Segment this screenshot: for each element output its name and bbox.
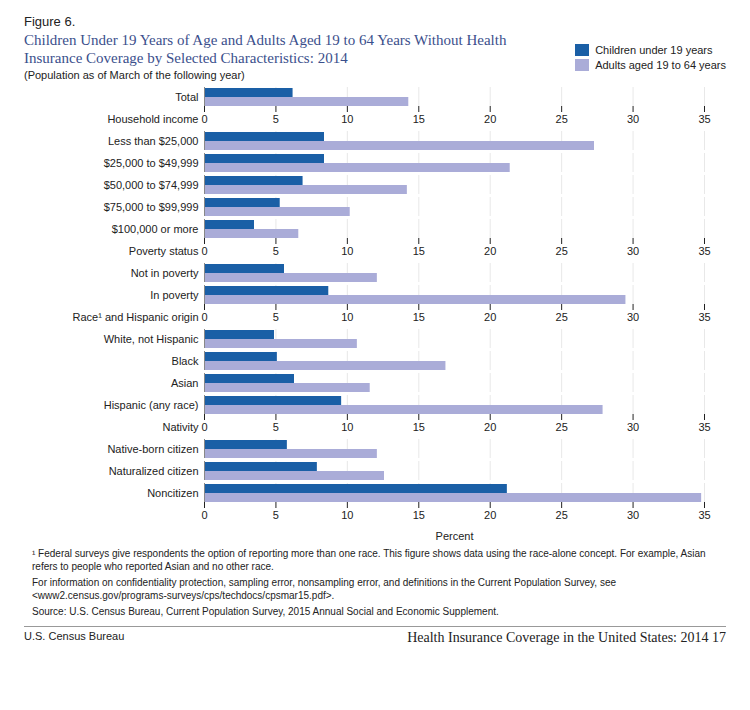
svg-text:30: 30 bbox=[627, 311, 639, 323]
svg-text:Naturalized citizen: Naturalized citizen bbox=[109, 465, 199, 477]
svg-text:10: 10 bbox=[341, 113, 353, 125]
svg-text:30: 30 bbox=[627, 113, 639, 125]
svg-text:35: 35 bbox=[698, 421, 710, 433]
svg-text:Nativity: Nativity bbox=[162, 421, 199, 433]
svg-text:15: 15 bbox=[413, 421, 425, 433]
svg-text:5: 5 bbox=[273, 421, 279, 433]
html-text:Figure 6.: Figure 6. bbox=[24, 14, 76, 29]
svg-text:0: 0 bbox=[201, 311, 207, 323]
svg-text:30: 30 bbox=[627, 421, 639, 433]
svg-text:10: 10 bbox=[341, 311, 353, 323]
html-text:Health Insurance Coverage in t: Health Insurance Coverage in the United … bbox=[407, 630, 726, 645]
svg-text:0: 0 bbox=[201, 113, 207, 125]
svg-text:20: 20 bbox=[484, 509, 496, 521]
svg-text:Not in poverty: Not in poverty bbox=[131, 267, 199, 279]
svg-text:$50,000 to $74,999: $50,000 to $74,999 bbox=[104, 179, 199, 191]
svg-text:20: 20 bbox=[484, 311, 496, 323]
svg-text:Black: Black bbox=[172, 355, 199, 367]
html-text:(Population as of March of the: (Population as of March of the following… bbox=[24, 69, 245, 81]
svg-text:20: 20 bbox=[484, 421, 496, 433]
svg-text:30: 30 bbox=[627, 509, 639, 521]
svg-text:White, not Hispanic: White, not Hispanic bbox=[104, 333, 199, 345]
svg-text:25: 25 bbox=[556, 311, 568, 323]
svg-text:Hispanic (any race): Hispanic (any race) bbox=[104, 399, 199, 411]
svg-text:35: 35 bbox=[698, 311, 710, 323]
svg-text:5: 5 bbox=[273, 311, 279, 323]
svg-text:Less than $25,000: Less than $25,000 bbox=[108, 135, 199, 147]
svg-text:$75,000 to $99,999: $75,000 to $99,999 bbox=[104, 201, 199, 213]
svg-text:25: 25 bbox=[556, 113, 568, 125]
svg-text:15: 15 bbox=[413, 113, 425, 125]
svg-text:10: 10 bbox=[341, 509, 353, 521]
svg-text:25: 25 bbox=[556, 421, 568, 433]
html-text:Adults aged 19 to 64 years: Adults aged 19 to 64 years bbox=[595, 59, 726, 71]
html-text:Children under 19 years: Children under 19 years bbox=[595, 44, 713, 56]
svg-text:35: 35 bbox=[698, 509, 710, 521]
svg-text:Noncitizen: Noncitizen bbox=[147, 487, 198, 499]
svg-text:35: 35 bbox=[698, 245, 710, 257]
svg-text:In poverty: In poverty bbox=[150, 289, 199, 301]
svg-text:15: 15 bbox=[413, 245, 425, 257]
svg-text:5: 5 bbox=[273, 245, 279, 257]
html-text:Children Under 19 Years of Age: Children Under 19 Years of Age and Adult… bbox=[24, 32, 507, 66]
svg-text:$25,000 to $49,999: $25,000 to $49,999 bbox=[104, 157, 199, 169]
svg-text:15: 15 bbox=[413, 509, 425, 521]
svg-text:0: 0 bbox=[201, 245, 207, 257]
svg-text:Native-born citizen: Native-born citizen bbox=[107, 443, 198, 455]
html-text:For information on confidentia: For information on confidentiality prote… bbox=[32, 577, 616, 601]
svg-text:30: 30 bbox=[627, 245, 639, 257]
svg-text:15: 15 bbox=[413, 311, 425, 323]
svg-text:Total: Total bbox=[175, 91, 198, 103]
svg-text:25: 25 bbox=[556, 245, 568, 257]
svg-text:0: 0 bbox=[201, 421, 207, 433]
html-text:U.S. Census Bureau: U.S. Census Bureau bbox=[24, 630, 125, 642]
svg-text:Poverty status: Poverty status bbox=[129, 245, 199, 257]
html-text:Source: U.S. Census Bureau, Cu: Source: U.S. Census Bureau, Current Popu… bbox=[32, 606, 499, 617]
svg-text:25: 25 bbox=[556, 509, 568, 521]
svg-text:Asian: Asian bbox=[171, 377, 199, 389]
svg-text:10: 10 bbox=[341, 421, 353, 433]
svg-text:0: 0 bbox=[201, 509, 207, 521]
svg-text:35: 35 bbox=[698, 113, 710, 125]
svg-text:20: 20 bbox=[484, 113, 496, 125]
svg-text:$100,000 or more: $100,000 or more bbox=[112, 223, 199, 235]
svg-text:20: 20 bbox=[484, 245, 496, 257]
svg-text:5: 5 bbox=[273, 509, 279, 521]
svg-text:Percent: Percent bbox=[436, 530, 474, 542]
svg-text:10: 10 bbox=[341, 245, 353, 257]
svg-text:5: 5 bbox=[273, 113, 279, 125]
svg-text:Race¹ and Hispanic origin: Race¹ and Hispanic origin bbox=[73, 311, 199, 323]
svg-text:Household income: Household income bbox=[107, 113, 198, 125]
html-text:¹ Federal surveys give respond: ¹ Federal surveys give respondents the o… bbox=[32, 548, 706, 572]
